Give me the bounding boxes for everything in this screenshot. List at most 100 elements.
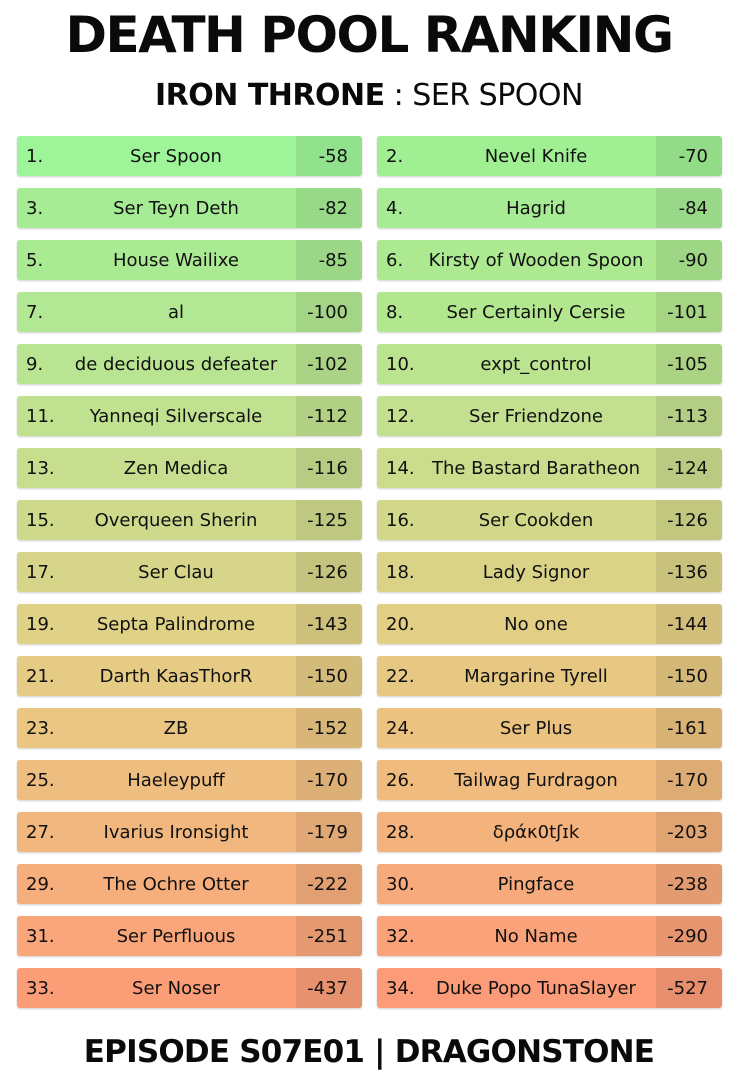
ranking-row: 8. Ser Certainly Cersie -101 bbox=[377, 292, 722, 332]
rank-number: 4. bbox=[386, 197, 404, 219]
player-score: -222 bbox=[296, 864, 362, 904]
rank-number: 5. bbox=[26, 249, 44, 271]
rank-number: 32. bbox=[386, 925, 415, 947]
ranking-row: 17. Ser Clau -126 bbox=[17, 552, 362, 592]
player-name: House Wailixe bbox=[113, 249, 239, 271]
player-score: -105 bbox=[656, 344, 722, 384]
rank-number: 2. bbox=[386, 145, 404, 167]
ranking-row: 30. Pingface -238 bbox=[377, 864, 722, 904]
player-name: Yanneqi Silverscale bbox=[89, 405, 263, 427]
player-name: The Ochre Otter bbox=[103, 873, 249, 895]
player-name: Zen Medica bbox=[123, 457, 229, 479]
player-name: Ser Noser bbox=[132, 977, 220, 999]
player-name: Duke Popo TunaSlayer bbox=[436, 977, 636, 999]
rank-number: 22. bbox=[386, 665, 415, 687]
player-name: No one bbox=[504, 613, 568, 635]
subtitle-separator: : bbox=[384, 78, 413, 113]
rank-number: 17. bbox=[26, 561, 55, 583]
episode-footer: EPISODE S07E01 | DRAGONSTONE bbox=[83, 1034, 655, 1070]
ranking-row: 28. δράκ0tʃɪk -203 bbox=[377, 812, 722, 852]
rank-number: 10. bbox=[386, 353, 415, 375]
rank-number: 16. bbox=[386, 509, 415, 531]
player-name: Kirsty of Wooden Spoon bbox=[428, 249, 644, 271]
ranking-row: 25. Haeleypuff -170 bbox=[17, 760, 362, 800]
player-score: -100 bbox=[296, 292, 362, 332]
ranking-row: 21. Darth KaasThorR -150 bbox=[17, 656, 362, 696]
player-name: ZB bbox=[163, 717, 189, 739]
ranking-row: 9. de deciduous defeater -102 bbox=[17, 344, 362, 384]
player-score: -290 bbox=[656, 916, 722, 956]
player-name: Margarine Tyrell bbox=[464, 665, 608, 687]
player-score: -170 bbox=[656, 760, 722, 800]
player-score: -136 bbox=[656, 552, 722, 592]
rank-number: 21. bbox=[26, 665, 55, 687]
player-name: Ser Clau bbox=[138, 561, 214, 583]
player-name: Overqueen Sherin bbox=[94, 509, 258, 531]
player-name: Pingface bbox=[497, 873, 575, 895]
ranking-row: 14. The Bastard Baratheon -124 bbox=[377, 448, 722, 488]
ranking-row: 6. Kirsty of Wooden Spoon -90 bbox=[377, 240, 722, 280]
rank-number: 15. bbox=[26, 509, 55, 531]
player-name: al bbox=[167, 301, 185, 323]
rank-number: 9. bbox=[26, 353, 44, 375]
rank-number: 23. bbox=[26, 717, 55, 739]
ranking-row: 12. Ser Friendzone -113 bbox=[377, 396, 722, 436]
rank-number: 11. bbox=[26, 405, 55, 427]
player-score: -144 bbox=[656, 604, 722, 644]
ranking-row: 27. Ivarius Ironsight -179 bbox=[17, 812, 362, 852]
player-name: Ser Plus bbox=[499, 717, 573, 739]
player-score: -113 bbox=[656, 396, 722, 436]
rank-number: 3. bbox=[26, 197, 44, 219]
player-score: -112 bbox=[296, 396, 362, 436]
player-name: δράκ0tʃɪk bbox=[492, 821, 580, 843]
rank-number: 6. bbox=[386, 249, 404, 271]
rank-number: 28. bbox=[386, 821, 415, 843]
ranking-row: 24. Ser Plus -161 bbox=[377, 708, 722, 748]
player-score: -70 bbox=[656, 136, 722, 176]
rank-number: 30. bbox=[386, 873, 415, 895]
player-score: -102 bbox=[296, 344, 362, 384]
player-score: -161 bbox=[656, 708, 722, 748]
leader-name: SER SPOON bbox=[412, 78, 583, 113]
ranking-row: 5. House Wailixe -85 bbox=[17, 240, 362, 280]
player-name: Ivarius Ironsight bbox=[103, 821, 249, 843]
ranking-row: 11. Yanneqi Silverscale -112 bbox=[17, 396, 362, 436]
player-name: Ser Cookden bbox=[478, 509, 594, 531]
ranking-row: 26. Tailwag Furdragon -170 bbox=[377, 760, 722, 800]
player-name: Nevel Knife bbox=[484, 145, 588, 167]
player-name: Ser Teyn Deth bbox=[113, 197, 239, 219]
player-score: -150 bbox=[296, 656, 362, 696]
rank-number: 19. bbox=[26, 613, 55, 635]
player-name: Lady Signor bbox=[482, 561, 590, 583]
player-score: -85 bbox=[296, 240, 362, 280]
ranking-row: 20. No one -144 bbox=[377, 604, 722, 644]
player-score: -90 bbox=[656, 240, 722, 280]
ranking-row: 19. Septa Palindrome -143 bbox=[17, 604, 362, 644]
rank-number: 8. bbox=[386, 301, 404, 323]
ranking-row: 7. al -100 bbox=[17, 292, 362, 332]
rank-number: 31. bbox=[26, 925, 55, 947]
ranking-row: 15. Overqueen Sherin -125 bbox=[17, 500, 362, 540]
ranking-row: 22. Margarine Tyrell -150 bbox=[377, 656, 722, 696]
player-name: The Bastard Baratheon bbox=[431, 457, 641, 479]
ranking-row: 23. ZB -152 bbox=[17, 708, 362, 748]
player-name: Darth KaasThorR bbox=[99, 665, 253, 687]
ranking-row: 32. No Name -290 bbox=[377, 916, 722, 956]
player-name: Ser Friendzone bbox=[469, 405, 603, 427]
rank-number: 7. bbox=[26, 301, 44, 323]
player-score: -116 bbox=[296, 448, 362, 488]
league-name: IRON THRONE bbox=[155, 78, 385, 113]
ranking-row: 29. The Ochre Otter -222 bbox=[17, 864, 362, 904]
ranking-row: 1. Ser Spoon -58 bbox=[17, 136, 362, 176]
rank-number: 27. bbox=[26, 821, 55, 843]
rank-number: 14. bbox=[386, 457, 415, 479]
rank-number: 1. bbox=[26, 145, 44, 167]
rank-number: 20. bbox=[386, 613, 415, 635]
player-score: -152 bbox=[296, 708, 362, 748]
player-name: Ser Certainly Cersie bbox=[446, 301, 626, 323]
player-score: -179 bbox=[296, 812, 362, 852]
player-score: -126 bbox=[296, 552, 362, 592]
ranking-row: 2. Nevel Knife -70 bbox=[377, 136, 722, 176]
page-subtitle: IRON THRONE : SER SPOON bbox=[0, 76, 738, 116]
rank-number: 13. bbox=[26, 457, 55, 479]
